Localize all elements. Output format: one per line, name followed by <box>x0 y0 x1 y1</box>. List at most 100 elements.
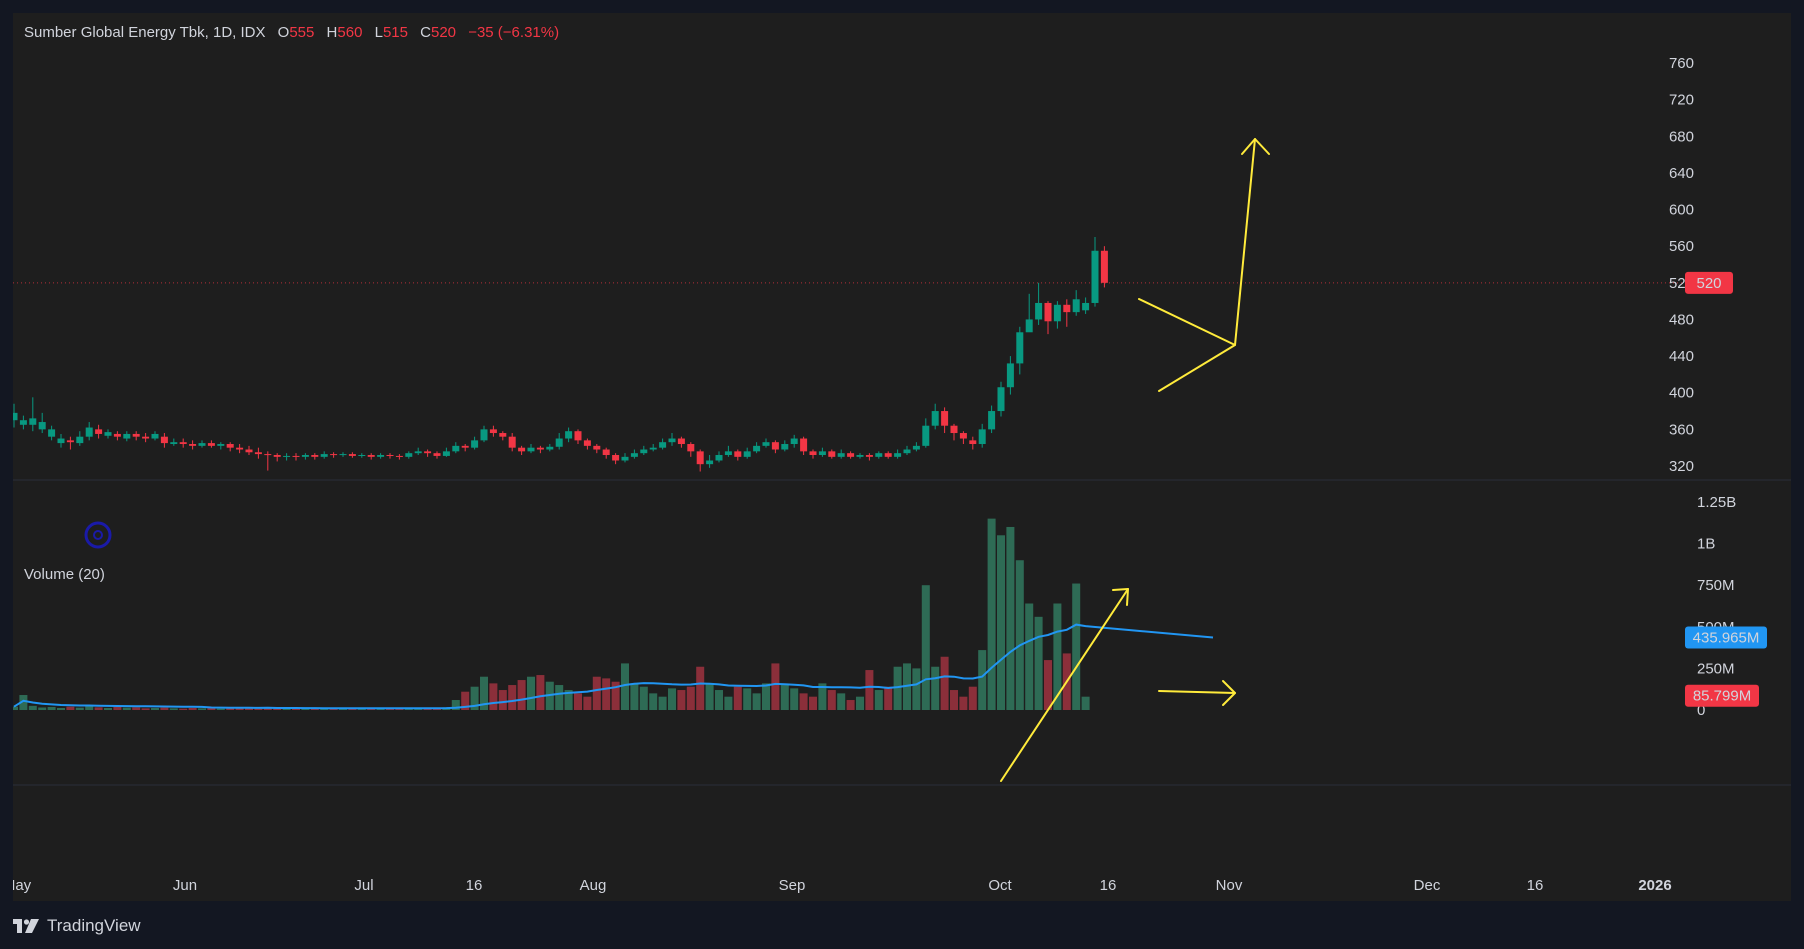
candle-body[interactable] <box>696 451 704 465</box>
candle-body[interactable] <box>856 455 864 457</box>
candle-body[interactable] <box>790 438 798 445</box>
candle-body[interactable] <box>273 455 281 457</box>
candle-body[interactable] <box>471 440 479 448</box>
trendline-drawing[interactable] <box>1138 298 1236 392</box>
tradingview-brand[interactable]: TradingView <box>13 916 141 936</box>
candle-body[interactable] <box>179 442 187 445</box>
candle-body[interactable] <box>734 451 742 457</box>
candle-body[interactable] <box>1063 304 1071 313</box>
candle-body[interactable] <box>424 451 432 454</box>
candle-body[interactable] <box>292 455 300 457</box>
candle-body[interactable] <box>837 453 845 457</box>
candle-body[interactable] <box>170 442 178 445</box>
candle-body[interactable] <box>884 453 892 457</box>
candle-body[interactable] <box>461 445 469 448</box>
volume-legend[interactable]: Volume (20) <box>24 566 105 583</box>
candle-body[interactable] <box>320 454 328 457</box>
candle-body[interactable] <box>941 411 949 426</box>
candle-body[interactable] <box>800 438 808 452</box>
candle-body[interactable] <box>123 433 131 439</box>
candle-body[interactable] <box>536 447 544 450</box>
candle-body[interactable] <box>771 442 779 450</box>
trendline-drawing[interactable] <box>1112 588 1129 606</box>
chart-canvas[interactable]: 320 360 400 440 480 520 560 600 640 680 720 760 520 0… <box>13 13 1791 901</box>
candle-body[interactable] <box>113 433 121 437</box>
candle-body[interactable] <box>405 453 413 457</box>
candle-body[interactable] <box>264 454 272 456</box>
candle-body[interactable] <box>104 432 112 436</box>
candle-body[interactable] <box>207 443 215 446</box>
trendline-drawing[interactable] <box>1241 138 1270 155</box>
candle-body[interactable] <box>988 411 996 430</box>
candle-body[interactable] <box>818 451 826 456</box>
candle-body[interactable] <box>386 455 394 457</box>
candle-body[interactable] <box>969 440 977 445</box>
candle-body[interactable] <box>959 433 967 439</box>
candle-body[interactable] <box>894 453 902 457</box>
candle-body[interactable] <box>414 451 422 454</box>
candle-body[interactable] <box>1006 363 1014 388</box>
candle-body[interactable] <box>978 429 986 445</box>
trendline-drawing[interactable] <box>1000 588 1129 782</box>
candle-body[interactable] <box>743 451 751 457</box>
candle-body[interactable] <box>677 438 685 445</box>
candle-body[interactable] <box>518 447 526 452</box>
candle-body[interactable] <box>311 455 319 457</box>
candle-body[interactable] <box>13 412 18 421</box>
candle-body[interactable] <box>659 442 667 448</box>
candle-body[interactable] <box>29 418 37 425</box>
trendline-drawing[interactable] <box>1234 138 1256 346</box>
candle-body[interactable] <box>132 433 140 437</box>
candle-body[interactable] <box>226 444 234 448</box>
candle-body[interactable] <box>1082 302 1090 311</box>
candle-body[interactable] <box>433 453 441 456</box>
candle-body[interactable] <box>377 455 385 457</box>
candle-body[interactable] <box>649 447 657 450</box>
candle-body[interactable] <box>903 449 911 454</box>
candle-body[interactable] <box>236 447 244 450</box>
candle-body[interactable] <box>66 440 74 443</box>
candle-body[interactable] <box>828 451 836 457</box>
candle-body[interactable] <box>527 447 535 452</box>
candle-body[interactable] <box>753 445 761 452</box>
candle-body[interactable] <box>546 446 554 450</box>
candle-body[interactable] <box>245 449 253 453</box>
candle-body[interactable] <box>922 425 930 446</box>
candle-body[interactable] <box>781 444 789 450</box>
candle-body[interactable] <box>630 453 638 457</box>
candle-body[interactable] <box>809 451 817 456</box>
candle-body[interactable] <box>19 420 27 425</box>
candle-body[interactable] <box>217 444 225 446</box>
candle-body[interactable] <box>367 455 375 457</box>
candle-body[interactable] <box>95 429 103 434</box>
candle-body[interactable] <box>452 445 460 452</box>
candle-body[interactable] <box>151 433 159 439</box>
candle-body[interactable] <box>602 449 610 456</box>
candle-body[interactable] <box>706 460 714 465</box>
candle-body[interactable] <box>283 455 291 457</box>
dividend-marker-icon[interactable] <box>84 521 112 549</box>
candle-body[interactable] <box>348 454 356 456</box>
candle-body[interactable] <box>198 443 206 446</box>
candle-body[interactable] <box>1053 304 1061 322</box>
candle-body[interactable] <box>847 453 855 457</box>
candle-body[interactable] <box>1035 302 1043 320</box>
candle-body[interactable] <box>715 455 723 461</box>
candle-body[interactable] <box>612 455 620 461</box>
candle-body[interactable] <box>142 436 150 439</box>
candle-body[interactable] <box>565 431 573 439</box>
candle-body[interactable] <box>931 411 939 426</box>
candle-body[interactable] <box>555 438 563 447</box>
candle-body[interactable] <box>85 427 93 437</box>
chart-frame[interactable]: 320 360 400 440 480 520 560 600 640 680 720 760 520 0… <box>13 13 1791 901</box>
candle-body[interactable] <box>189 444 197 446</box>
candle-body[interactable] <box>1100 250 1108 283</box>
candle-body[interactable] <box>1044 302 1052 322</box>
candle-body[interactable] <box>508 436 516 448</box>
candle-body[interactable] <box>480 429 488 441</box>
trendline-drawing[interactable] <box>1222 680 1236 706</box>
candle-body[interactable] <box>640 449 648 454</box>
candle-body[interactable] <box>1016 332 1024 364</box>
candle-body[interactable] <box>1072 299 1080 313</box>
candle-body[interactable] <box>621 456 629 461</box>
